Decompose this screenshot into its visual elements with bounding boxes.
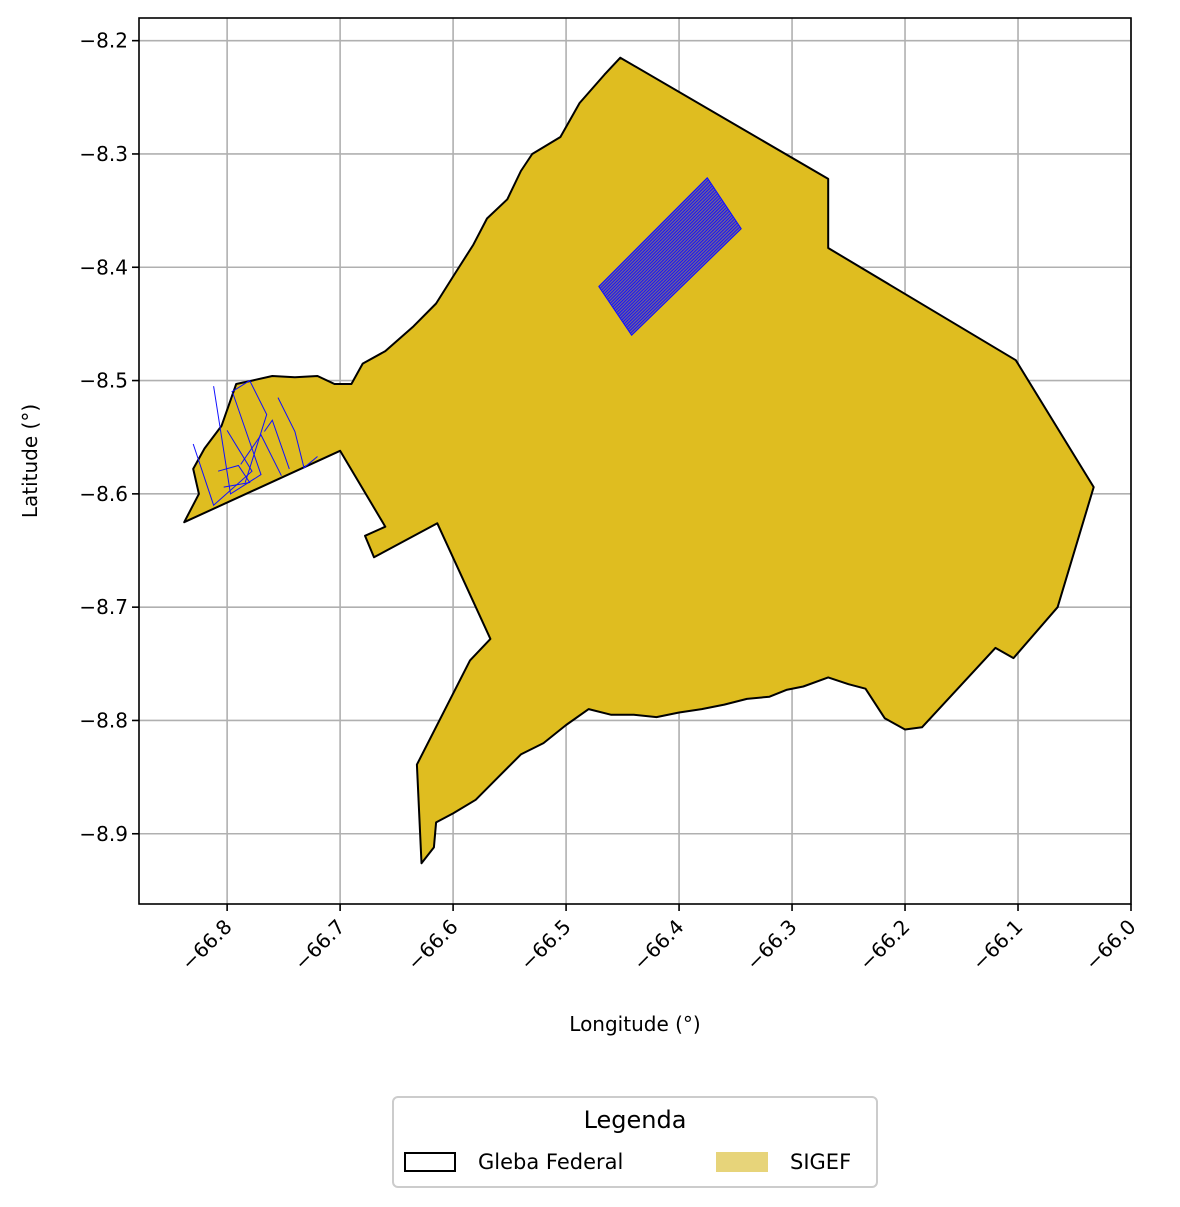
- x-tick-label-1: −66.7: [289, 915, 349, 975]
- x-tick-label-0: −66.8: [176, 915, 236, 975]
- sigef-strip-line-6: [606, 189, 716, 299]
- sigef-parcel-3: [217, 464, 251, 488]
- sigef-strip-line-5: [604, 187, 715, 297]
- sigef-strip-line-15: [617, 206, 728, 315]
- sigef-strip-line-26: [631, 228, 742, 336]
- sigef-strip-line-1: [599, 179, 709, 289]
- legend-label-gleba-federal: Gleba Federal: [478, 1150, 624, 1174]
- legend-label-sigef: SIGEF: [790, 1150, 852, 1174]
- x-tick-label-4: −66.4: [628, 915, 688, 975]
- y-tick-label-3: −8.5: [79, 369, 128, 393]
- sigef-strip-line-4: [603, 185, 713, 295]
- sigef-parcel-2: [231, 379, 268, 483]
- gleba-federal-polygon: [183, 56, 1095, 865]
- y-tick-label-5: −8.7: [79, 595, 128, 619]
- x-axis-label: Longitude (°): [569, 1012, 700, 1036]
- map-figure: −66.8 −66.7 −66.6 −66.5 −66.4 −66.3 −66.2 −66.1…: [18, 17, 1141, 1036]
- x-tick-label-6: −66.2: [854, 915, 914, 975]
- sigef-strip-line-25: [630, 226, 741, 334]
- sigef-strip-line-16: [618, 208, 729, 317]
- sigef-strip-line-0: [598, 177, 708, 287]
- plot-frame: [138, 17, 1132, 905]
- x-tick-label-2: −66.6: [402, 915, 462, 975]
- y-tick-label-0: −8.2: [79, 29, 128, 53]
- sigef-strip-line-2: [601, 181, 711, 291]
- x-tick-label-8: −66.0: [1080, 915, 1140, 975]
- sigef-strip-line-21: [624, 218, 736, 327]
- legend-item-gleba-federal: Gleba Federal: [404, 1150, 623, 1174]
- sigef-strip-line-8: [608, 193, 719, 302]
- sigef-strip-line-18: [621, 212, 732, 321]
- legend-title: Legenda: [583, 1106, 687, 1134]
- x-tick-label-7: −66.1: [967, 915, 1027, 975]
- fill-swatch-icon: [716, 1152, 768, 1172]
- sigef-strip-line-22: [626, 220, 737, 329]
- sigef-strip-line-7: [607, 191, 717, 300]
- x-tick-label-5: −66.3: [741, 915, 801, 975]
- sigef-parcel-0: [192, 430, 253, 507]
- y-tick-label-6: −8.8: [79, 708, 128, 732]
- y-axis-label: Latitude (°): [18, 404, 42, 518]
- sigef-strip-line-3: [602, 183, 712, 293]
- sigef-strip-line-23: [627, 222, 738, 330]
- sigef-parcel-6: [263, 419, 290, 470]
- sigef-parcel-1: [213, 386, 262, 495]
- sigef-strip-line-12: [613, 200, 724, 310]
- y-tick-label-4: −8.6: [79, 482, 128, 506]
- y-tick-label-2: −8.4: [79, 255, 128, 279]
- sigef-strip-line-24: [628, 224, 739, 332]
- x-tick-label-3: −66.5: [515, 915, 575, 975]
- sigef-strip-line-19: [622, 214, 733, 323]
- sigef-strip-line-17: [619, 210, 730, 319]
- legend: Legenda Gleba Federal SIGEF: [392, 1096, 878, 1188]
- sigef-parcel-4: [240, 433, 282, 476]
- sigef-strip-line-14: [616, 204, 726, 314]
- sigef-strip-line-10: [611, 197, 721, 306]
- sigef-strip-line-9: [609, 195, 720, 304]
- y-tick-label-7: −8.9: [79, 822, 128, 846]
- legend-item-sigef: SIGEF: [716, 1150, 851, 1174]
- map-features: [183, 56, 1095, 865]
- sigef-strip-line-20: [623, 216, 734, 325]
- y-tick-label-1: −8.3: [79, 142, 128, 166]
- sigef-parcel-5: [277, 397, 318, 469]
- sigef-strip-line-13: [614, 202, 725, 312]
- outline-swatch-icon: [404, 1152, 456, 1172]
- sigef-strip-line-11: [612, 199, 722, 308]
